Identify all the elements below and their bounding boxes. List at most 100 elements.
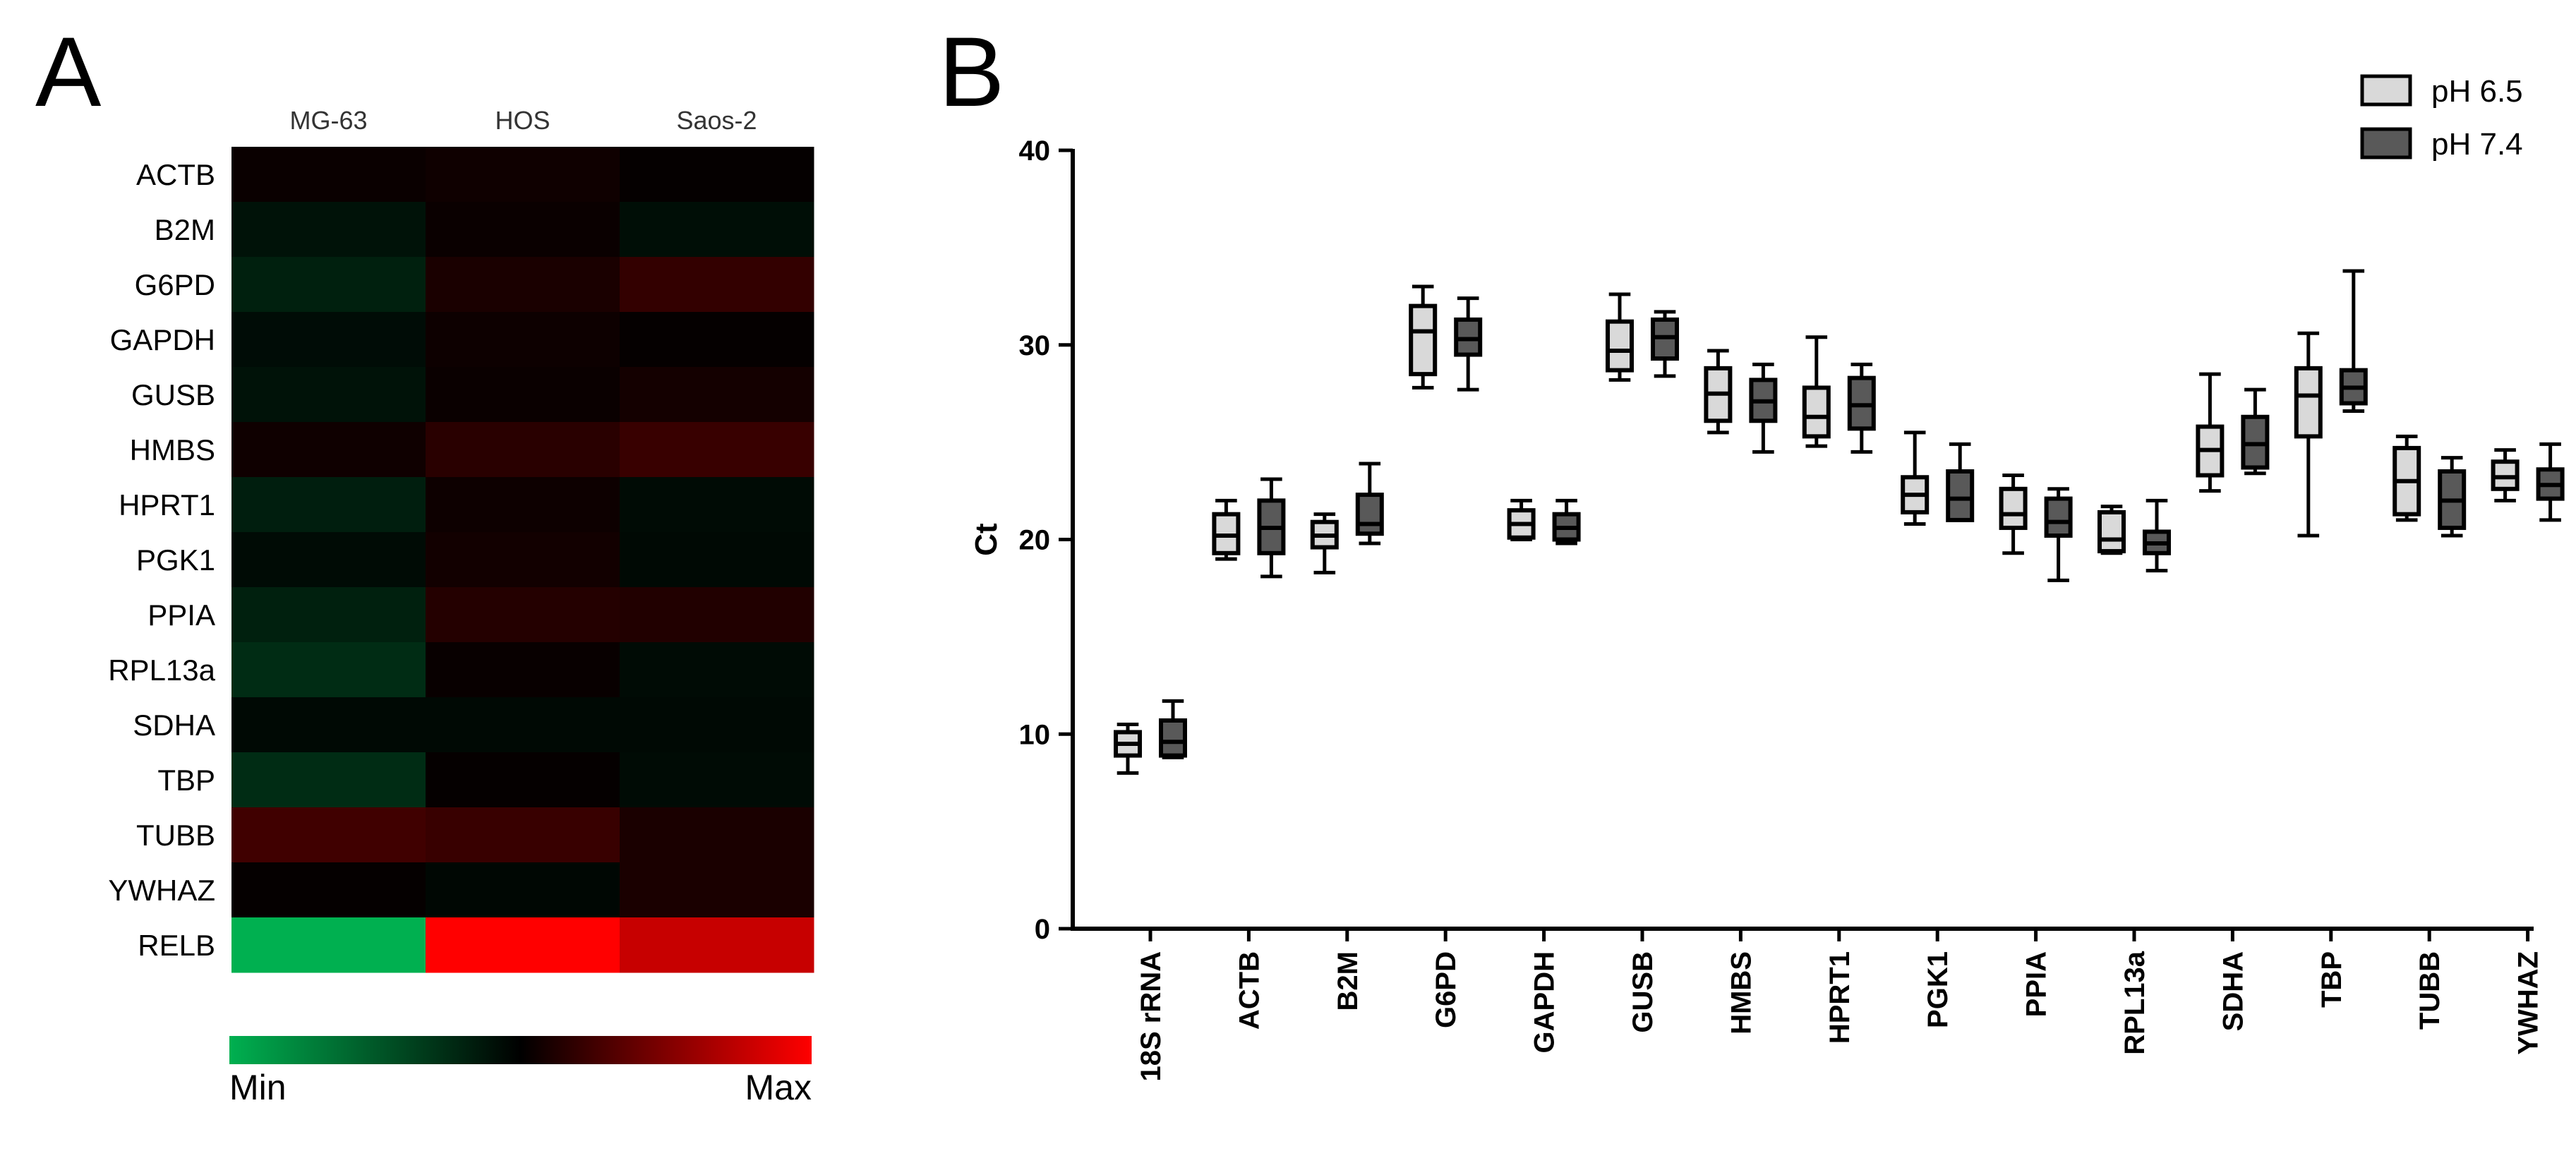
box-sdha-ph-6-5 (2196, 372, 2225, 493)
x-tick-label-tubb: TUBB (2414, 951, 2445, 1030)
heatmap-row-label-g6pd: G6PD (135, 268, 215, 301)
box-iqr (1355, 493, 1384, 536)
box-iqr (1946, 469, 1975, 522)
heatmap-row-label-ywhaz: YWHAZ (108, 874, 215, 907)
x-tick-label-b2m: B2M (1332, 951, 1364, 1011)
heatmap-cell-pgk1-hos (426, 532, 620, 588)
x-tick-label-gusb: GUSB (1627, 951, 1659, 1033)
x-tick-label-rpl13a: RPL13a (2119, 951, 2150, 1054)
x-tick-label-ywhaz: YWHAZ (2513, 951, 2544, 1055)
color-scale-bar (229, 1036, 812, 1064)
box-hprt1-ph-6-5 (1802, 335, 1831, 448)
heatmap-row-labels: ACTB B2M G6PD GAPDH GUSB HMBS HPRT1 PGK1 PPIA RPL… (108, 158, 215, 962)
heatmap-cell-ywhaz-hos (426, 862, 620, 918)
heatmap-cell-ywhaz-mg-63 (231, 862, 426, 918)
heatmap-cell-sdha-saos-2 (620, 697, 814, 753)
box-ppia-ph-6-5 (1999, 474, 2028, 555)
heatmap-cell-g6pd-saos-2 (620, 257, 814, 313)
heatmap-cell-sdha-mg-63 (231, 697, 426, 753)
box-g6pd-ph-6-5 (1409, 284, 1438, 390)
box-18s-rrna-ph-6-5 (1114, 722, 1142, 775)
heatmap-row-label-sdha: SDHA (133, 709, 215, 742)
box-gusb-ph-6-5 (1606, 292, 1634, 382)
heatmap-cell-actb-saos-2 (620, 147, 814, 203)
heatmap-cell-tbp-mg-63 (231, 752, 426, 808)
heatmap-cell-gusb-saos-2 (620, 367, 814, 423)
box-rpl13a-ph-7-4 (2143, 498, 2171, 573)
box-hprt1-ph-7-4 (1847, 362, 1876, 454)
y-tick-label-40: 40 (1019, 135, 1051, 167)
x-tick-label-tbp: TBP (2316, 951, 2347, 1008)
heatmap-cell-ppia-saos-2 (620, 587, 814, 643)
heatmap-cell-gusb-hos (426, 367, 620, 423)
heatmap-cells (231, 147, 814, 973)
box-b2m-ph-6-5 (1310, 512, 1339, 574)
box-iqr (2294, 366, 2323, 439)
boxplot-panel: B 0 10 20 30 40 Ct 18S rRNA ACTB B2M G6PD GAPDH GU… (939, 16, 2565, 1082)
heatmap-row-label-actb: ACTB (136, 158, 215, 191)
x-tick-label-g6pd: G6PD (1431, 951, 1462, 1028)
y-tick-label-20: 20 (1019, 525, 1051, 556)
heatmap-row-label-relb: RELB (138, 929, 215, 962)
boxplot-axes: 0 10 20 30 40 Ct (969, 135, 2534, 945)
box-iqr (2044, 496, 2073, 538)
heatmap-cell-tubb-mg-63 (231, 807, 426, 863)
heatmap-cell-b2m-saos-2 (620, 202, 814, 258)
heatmap-cell-hprt1-saos-2 (620, 477, 814, 533)
legend-label-ph-7-4: pH 7.4 (2431, 127, 2523, 162)
heatmap-cell-ppia-hos (426, 587, 620, 643)
heatmap-cell-g6pd-hos (426, 257, 620, 313)
panel-a-label: A (35, 16, 102, 127)
heatmap-cell-g6pd-mg-63 (231, 257, 426, 313)
boxplot-boxes (1114, 269, 2565, 775)
heatmap-row-label-b2m: B2M (155, 213, 215, 246)
heatmap-cell-pgk1-saos-2 (620, 532, 814, 588)
heatmap-cell-gusb-mg-63 (231, 367, 426, 423)
y-tick-label-10: 10 (1019, 719, 1051, 750)
x-tick-label-actb: ACTB (1234, 951, 1265, 1030)
heatmap-cell-b2m-hos (426, 202, 620, 258)
heatmap-cell-hmbs-saos-2 (620, 422, 814, 478)
box-hmbs-ph-6-5 (1704, 349, 1733, 435)
boxplot-legend: pH 6.5 pH 7.4 (2360, 74, 2523, 162)
heatmap-cell-sdha-hos (426, 697, 620, 753)
box-gapdh-ph-6-5 (1507, 498, 1536, 541)
heatmap-cell-hprt1-mg-63 (231, 477, 426, 533)
heatmap-cell-ppia-mg-63 (231, 587, 426, 643)
x-tick-label-pgk1: PGK1 (1922, 951, 1954, 1028)
heatmap-cell-rpl13a-mg-63 (231, 642, 426, 698)
x-tick-label-hprt1: HPRT1 (1824, 951, 1855, 1044)
box-ppia-ph-7-4 (2044, 487, 2073, 582)
box-actb-ph-7-4 (1257, 477, 1286, 579)
heatmap-row-label-tbp: TBP (157, 764, 215, 797)
heatmap-cell-pgk1-mg-63 (231, 532, 426, 588)
heatmap-cell-relb-mg-63 (231, 917, 426, 973)
box-g6pd-ph-7-4 (1454, 296, 1483, 392)
heatmap-row-label-pgk1: PGK1 (136, 543, 215, 577)
legend-label-ph-6-5: pH 6.5 (2431, 74, 2523, 109)
heatmap-cell-tubb-saos-2 (620, 807, 814, 863)
heatmap-cell-rpl13a-hos (426, 642, 620, 698)
heatmap-cell-rpl13a-saos-2 (620, 642, 814, 698)
box-pgk1-ph-7-4 (1946, 442, 1975, 522)
boxplot-x-labels: 18S rRNA ACTB B2M G6PD GAPDH GUSB HMBS HPRT1 PGK… (1136, 951, 2544, 1081)
heatmap-cell-b2m-mg-63 (231, 202, 426, 258)
y-tick-label-30: 30 (1019, 330, 1051, 361)
box-rpl13a-ph-6-5 (2097, 505, 2126, 555)
heatmap-cell-tubb-hos (426, 807, 620, 863)
box-actb-ph-6-5 (1212, 498, 1241, 561)
heatmap-cell-ywhaz-saos-2 (620, 862, 814, 918)
x-tick-label-sdha: SDHA (2217, 951, 2249, 1031)
box-tbp-ph-6-5 (2294, 331, 2323, 538)
heatmap-cell-hprt1-hos (426, 477, 620, 533)
box-sdha-ph-7-4 (2241, 387, 2270, 476)
heatmap-cell-actb-hos (426, 147, 620, 203)
color-scale-max-label: Max (745, 1068, 812, 1107)
box-ywhaz-ph-7-4 (2536, 442, 2565, 522)
heatmap-row-label-tubb: TUBB (136, 819, 215, 852)
box-iqr (1409, 303, 1438, 377)
heatmap-cell-tbp-saos-2 (620, 752, 814, 808)
box-ywhaz-ph-6-5 (2491, 448, 2520, 502)
heatmap-col-label-hos: HOS (495, 106, 550, 135)
